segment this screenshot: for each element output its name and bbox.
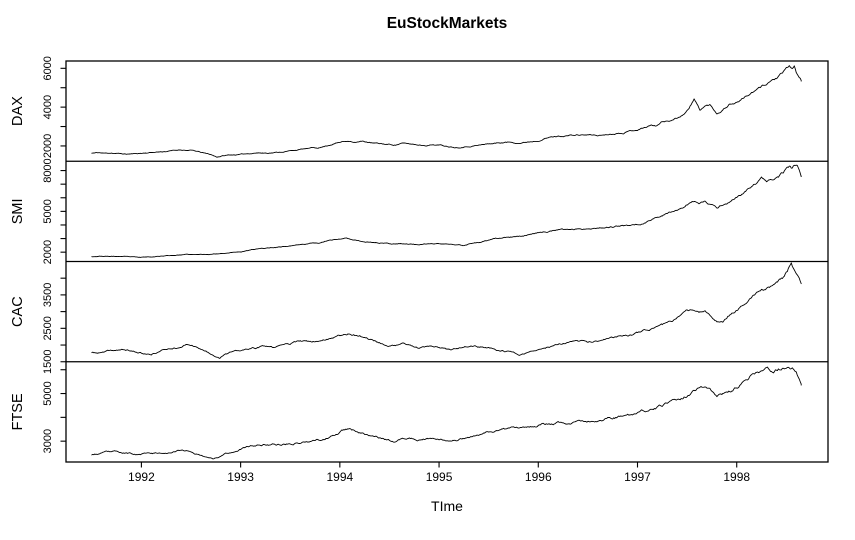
y-tick-label: 1500: [42, 350, 54, 374]
x-tick-label: 1993: [227, 470, 254, 484]
y-tick-label: 5000: [42, 199, 54, 223]
y-tick-label: 5000: [42, 381, 54, 405]
series-line-smi: [91, 164, 802, 258]
x-tick-label: 1992: [128, 470, 155, 484]
y-tick-label: 4000: [42, 95, 54, 119]
y-tick-label: 2000: [42, 134, 54, 158]
x-tick-label: 1998: [723, 470, 750, 484]
y-tick-label: 2000: [42, 240, 54, 264]
y-axis-series-label-cac: CAC: [10, 296, 26, 327]
y-axis-series-label-smi: SMI: [10, 198, 26, 224]
y-axis-series-label-ftse: FTSE: [10, 393, 26, 430]
series-line-ftse: [91, 366, 802, 460]
x-tick-label: 1995: [426, 470, 453, 484]
y-tick-label: 3500: [42, 283, 54, 307]
x-axis-title: TIme: [431, 498, 463, 514]
series-line-cac: [91, 262, 802, 359]
y-tick-label: 8000: [42, 158, 54, 182]
plot-area: 2000 4000 6000 DAX 2000 5000 8000 SMI 1500 2500 35…: [10, 56, 829, 484]
x-tick-label: 1994: [326, 470, 353, 484]
y-tick-label: 2500: [42, 316, 54, 340]
x-tick-label: 1996: [525, 470, 552, 484]
y-tick-label: 6000: [42, 56, 54, 80]
series-line-dax: [91, 65, 802, 158]
plot-border: [65, 60, 829, 463]
chart-title: EuStockMarkets: [387, 15, 508, 32]
y-tick-label: 3000: [42, 429, 54, 453]
x-tick-label: 1997: [624, 470, 651, 484]
y-axis-series-label-dax: DAX: [10, 96, 26, 126]
